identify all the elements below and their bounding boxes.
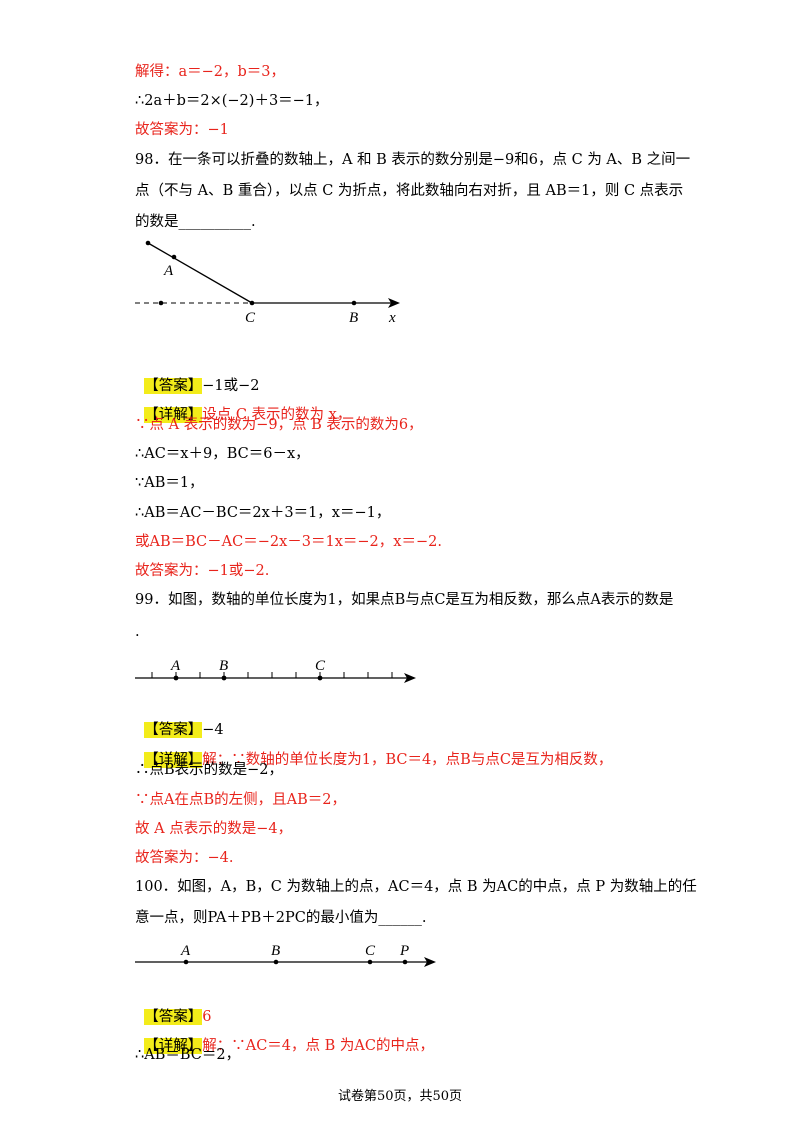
q98-label-a: A — [163, 263, 174, 279]
page-footer: 试卷第50页，共50页 — [337, 1089, 463, 1104]
q98-answer: 【答案】−1或−2 — [135, 356, 259, 396]
answer-value: −1或−2 — [202, 378, 260, 394]
solution-line: 故答案为：−1 — [135, 122, 229, 138]
q99-detail-0: 【详解】解：∵数轴的单位长度为1，BC＝4，点B与点C是互为相反数， — [135, 730, 612, 770]
q100-label-a: A — [180, 943, 191, 959]
q98-label-b: B — [349, 310, 358, 326]
solution-line: ∴2a＋b＝2×(−2)＋3＝−1， — [135, 93, 329, 109]
question-98-stem-3: 的数是__________. — [135, 214, 256, 230]
q98-detail-6: 故答案为：−1或−2. — [135, 563, 270, 579]
q100-detail-1: ∴AB＝BC＝2， — [135, 1047, 241, 1063]
q98-detail-4: ∴AB＝AC－BC＝2x＋3＝1，x＝−1， — [135, 505, 391, 521]
answer-tag: 【答案】 — [144, 722, 203, 738]
q100-label-b: B — [271, 943, 280, 959]
q99-detail-3: 故 A 点表示的数是−4， — [135, 821, 293, 837]
answer-tag: 【答案】 — [144, 1009, 203, 1025]
q100-figure: A B C P — [135, 943, 436, 967]
question-99-stem-1: 99．如图，数轴的单位长度为1，如果点B与点C是互为相反数，那么点A表示的数是 — [135, 592, 674, 608]
detail-text: 解：∵数轴的单位长度为1，BC＝4，点B与点C是互为相反数， — [202, 752, 613, 768]
question-100-stem-2: 意一点，则PA＋PB＋2PC的最小值为______. — [135, 910, 427, 926]
q99-figure: A B C — [135, 658, 416, 683]
solution-line: 解得：a＝−2，b＝3， — [135, 64, 286, 80]
detail-tag: 【详解】 — [144, 407, 203, 423]
q100-detail-0: 【详解】解：∵AC＝4，点 B 为AC的中点， — [135, 1016, 434, 1056]
q99-detail-1: ∴点B表示的数是−2， — [135, 762, 284, 778]
answer-tag: 【答案】 — [144, 378, 203, 394]
question-100-stem-1: 100．如图，A，B，C 为数轴上的点，AC＝4，点 B 为AC的中点，点 P … — [135, 879, 697, 895]
detail-tag: 【详解】 — [144, 1038, 203, 1054]
question-98-stem-2: 点（不与 A、B 重合），以点 C 为折点，将此数轴向右对折，且 AB＝1，则 … — [135, 183, 684, 199]
q99-answer: 【答案】−4 — [135, 700, 224, 740]
q99-label-a: A — [170, 658, 181, 674]
answer-value: 6 — [202, 1009, 212, 1025]
detail-tag: 【详解】 — [144, 752, 203, 768]
answer-value: −4 — [202, 722, 224, 738]
q99-label-c: C — [315, 658, 326, 674]
detail-text: 解：∵AC＝4，点 B 为AC的中点， — [202, 1038, 434, 1054]
q98-detail-1: ∵点 A 表示的数为−9，点 B 表示的数为6， — [135, 417, 423, 433]
q98-label-c: C — [245, 310, 256, 326]
question-99-stem-2: . — [135, 624, 140, 640]
detail-text: 设点 C 表示的数为 x， — [202, 407, 352, 423]
q98-label-x: x — [388, 310, 396, 326]
q98-figure: A C B x — [135, 240, 400, 326]
q98-detail-3: ∵AB＝1， — [135, 475, 204, 491]
q99-label-b: B — [219, 658, 228, 674]
q98-detail-5: 或AB＝BC－AC＝−2x－3＝1x＝−2，x＝−2. — [135, 534, 442, 550]
q100-label-c: C — [365, 943, 376, 959]
question-98-stem-1: 98．在一条可以折叠的数轴上，A 和 B 表示的数分别是−9和6，点 C 为 A… — [135, 152, 691, 168]
q98-detail-2: ∴AC＝x＋9，BC＝6－x， — [135, 446, 310, 462]
q100-label-p: P — [399, 943, 409, 959]
q98-detail-0: 【详解】设点 C 表示的数为 x， — [135, 385, 351, 425]
q99-detail-4: 故答案为：−4. — [135, 850, 234, 866]
q100-answer: 【答案】6 — [135, 987, 211, 1027]
q99-detail-2: ∵点A在点B的左侧，且AB＝2， — [135, 792, 346, 808]
